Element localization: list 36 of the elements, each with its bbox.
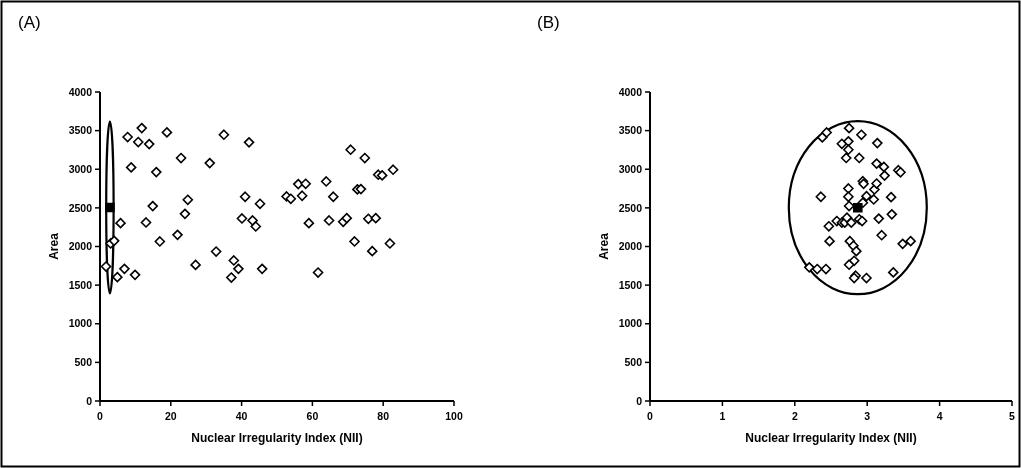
y-tick-label: 0 — [86, 394, 93, 407]
x-tick-label: 1 — [719, 410, 726, 422]
y-tick-label: 500 — [74, 356, 93, 369]
y-tick-label: 1000 — [618, 317, 643, 330]
x-tick-label: 20 — [164, 410, 177, 422]
y-tick-label: 3000 — [68, 162, 93, 175]
y-tick-label: 2000 — [618, 240, 643, 253]
x-tick-label: 5 — [1009, 410, 1016, 422]
x-tick-label: 4 — [936, 410, 943, 422]
x-tick-label: 2 — [791, 410, 798, 422]
chart-title: (A) — [18, 13, 41, 32]
y-tick-label: 2500 — [618, 201, 643, 214]
y-tick-label: 1000 — [68, 317, 93, 330]
y-tick-label: 3500 — [68, 124, 93, 137]
y-tick-label: 3500 — [618, 124, 643, 137]
x-tick-label: 80 — [377, 410, 390, 422]
x-tick-label: 0 — [97, 410, 104, 422]
y-tick-label: 3000 — [618, 162, 643, 175]
y-tick-label: 2500 — [68, 201, 93, 214]
x-tick-label: 40 — [235, 410, 248, 422]
y-axis-title: Area — [47, 232, 61, 260]
y-axis-title: Area — [597, 232, 611, 260]
x-tick-label: 60 — [306, 410, 319, 422]
y-tick-label: 1500 — [68, 278, 93, 291]
x-axis-title: Nuclear Irregularity Index (NII) — [745, 431, 917, 445]
y-tick-label: 500 — [624, 356, 643, 369]
x-tick-label: 100 — [445, 410, 463, 422]
chart-title: (B) — [537, 13, 560, 32]
y-tick-label: 1500 — [618, 278, 643, 291]
y-tick-label: 0 — [636, 394, 643, 407]
x-tick-label: 0 — [647, 410, 654, 422]
x-tick-label: 3 — [864, 410, 871, 422]
x-axis-title: Nuclear Irregularity Index (NII) — [191, 431, 363, 445]
y-tick-label: 4000 — [618, 85, 643, 98]
y-tick-label: 2000 — [68, 240, 93, 253]
y-tick-label: 4000 — [68, 85, 93, 98]
